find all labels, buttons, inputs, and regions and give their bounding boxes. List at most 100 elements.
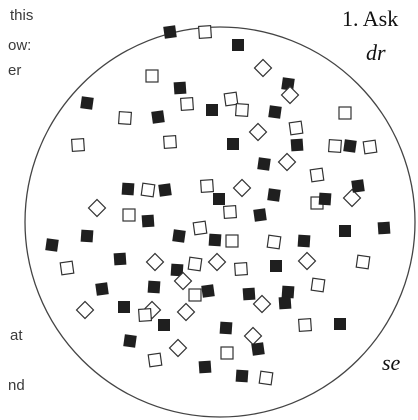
open-square-mark bbox=[362, 139, 378, 155]
left-text-fragment-2: ow: bbox=[8, 37, 32, 54]
filled-square-mark bbox=[351, 179, 365, 193]
open-square-mark bbox=[222, 204, 238, 220]
open-square-mark bbox=[243, 326, 263, 346]
open-square-mark bbox=[310, 277, 326, 293]
filled-square-mark bbox=[123, 334, 137, 348]
filled-square-mark bbox=[334, 318, 346, 330]
filled-square-mark bbox=[201, 284, 215, 298]
filled-square-mark bbox=[95, 282, 109, 296]
filled-square-mark bbox=[151, 110, 165, 124]
filled-square-mark bbox=[208, 233, 222, 247]
open-square-mark bbox=[297, 317, 313, 333]
filled-square-mark bbox=[80, 96, 94, 110]
filled-square-mark bbox=[377, 221, 391, 235]
open-square-mark bbox=[87, 198, 107, 218]
filled-square-mark bbox=[270, 260, 282, 272]
open-square-mark bbox=[207, 252, 227, 272]
filled-square-mark bbox=[173, 81, 187, 95]
open-square-mark bbox=[147, 352, 163, 368]
open-square-mark bbox=[75, 300, 95, 320]
filled-square-mark bbox=[267, 188, 281, 202]
question-line-fragment: dr bbox=[366, 40, 386, 65]
open-square-mark bbox=[59, 260, 75, 276]
open-square-mark bbox=[280, 85, 300, 105]
open-square-mark bbox=[225, 234, 239, 248]
open-square-mark bbox=[140, 182, 156, 198]
open-square-mark bbox=[277, 152, 297, 172]
open-square-mark bbox=[233, 261, 249, 277]
filled-square-mark bbox=[232, 39, 244, 51]
open-square-mark bbox=[223, 91, 239, 107]
open-square-mark bbox=[342, 188, 362, 208]
open-square-mark bbox=[327, 138, 343, 154]
filled-square-mark bbox=[213, 193, 225, 205]
filled-square-mark bbox=[257, 157, 271, 171]
open-square-mark bbox=[187, 256, 203, 272]
filled-square-mark bbox=[278, 296, 292, 310]
open-square-mark bbox=[232, 178, 252, 198]
open-square-mark bbox=[252, 294, 272, 314]
filled-square-mark bbox=[121, 182, 135, 196]
filled-square-mark bbox=[290, 138, 304, 152]
filled-square-mark bbox=[113, 252, 127, 266]
filled-square-mark bbox=[158, 319, 170, 331]
filled-square-mark bbox=[318, 192, 332, 206]
open-square-mark bbox=[253, 58, 273, 78]
filled-square-mark bbox=[297, 234, 311, 248]
left-text-fragment-1: this bbox=[10, 7, 34, 24]
filled-square-mark bbox=[141, 214, 155, 228]
open-square-mark bbox=[355, 254, 371, 270]
open-square-mark bbox=[288, 120, 304, 136]
open-square-mark bbox=[145, 69, 159, 83]
filled-square-mark bbox=[251, 342, 265, 356]
open-square-mark bbox=[309, 167, 325, 183]
filled-square-mark bbox=[235, 369, 249, 383]
open-square-mark bbox=[168, 338, 188, 358]
open-square-mark bbox=[176, 302, 196, 322]
filled-square-mark bbox=[147, 280, 161, 294]
filled-square-mark bbox=[339, 225, 351, 237]
filled-square-mark bbox=[45, 238, 59, 252]
open-square-mark bbox=[162, 134, 178, 150]
filled-square-mark bbox=[158, 183, 172, 197]
open-square-mark bbox=[197, 24, 213, 40]
open-square-mark bbox=[117, 110, 133, 126]
filled-square-mark bbox=[281, 285, 295, 299]
filled-square-mark bbox=[253, 208, 267, 222]
question-line-fragment-2: se bbox=[382, 350, 401, 375]
filled-square-mark bbox=[163, 25, 177, 39]
open-square-mark bbox=[234, 102, 250, 118]
filled-square-mark bbox=[172, 229, 186, 243]
filled-square-mark bbox=[343, 139, 357, 153]
open-square-mark bbox=[173, 271, 193, 291]
filled-square-mark bbox=[219, 321, 233, 335]
open-square-mark bbox=[137, 307, 153, 323]
open-square-mark bbox=[338, 106, 352, 120]
filled-square-mark bbox=[198, 360, 212, 374]
left-text-fragment-3: er bbox=[8, 62, 22, 79]
open-square-mark bbox=[297, 251, 317, 271]
open-square-mark bbox=[266, 234, 282, 250]
filled-square-mark bbox=[206, 104, 218, 116]
open-square-mark bbox=[122, 208, 136, 222]
open-square-mark bbox=[258, 370, 274, 386]
open-square-mark bbox=[220, 346, 234, 360]
filled-square-mark bbox=[242, 287, 256, 301]
open-square-mark bbox=[188, 288, 202, 302]
filled-square-mark bbox=[80, 229, 94, 243]
open-square-mark bbox=[145, 252, 165, 272]
filled-square-mark bbox=[170, 263, 184, 277]
filled-square-mark bbox=[227, 138, 239, 150]
sample-circle bbox=[24, 26, 416, 418]
left-text-fragment-4: at bbox=[10, 327, 23, 344]
open-square-mark bbox=[179, 96, 195, 112]
filled-square-mark bbox=[118, 301, 130, 313]
open-square-mark bbox=[248, 122, 268, 142]
left-text-fragment-5: nd bbox=[8, 377, 25, 394]
filled-square-mark bbox=[268, 105, 282, 119]
open-square-mark bbox=[192, 220, 208, 236]
open-square-mark bbox=[70, 137, 86, 153]
question-heading-fragment: 1. Ask bbox=[342, 6, 399, 31]
open-square-mark bbox=[199, 178, 215, 194]
